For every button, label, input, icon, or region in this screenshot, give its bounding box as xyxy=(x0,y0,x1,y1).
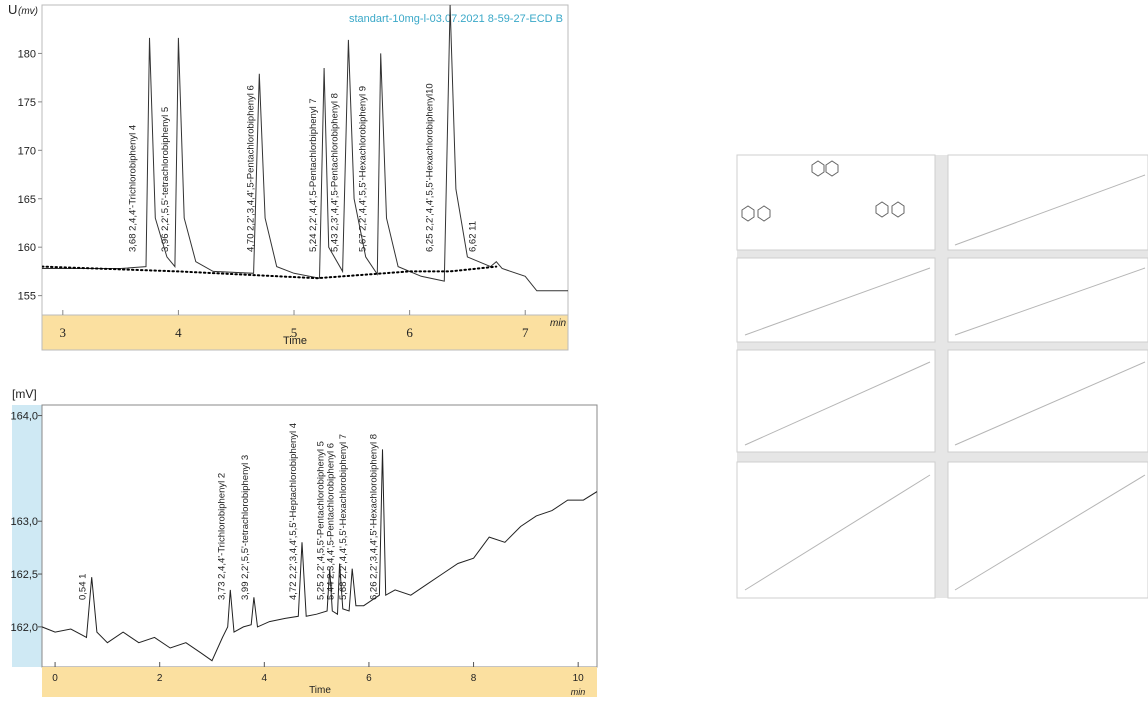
tile xyxy=(948,462,1148,598)
peak-label: 3,99 2,2',5,5'-tetrachlorobiphenyl 3 xyxy=(240,455,251,600)
y-axis-label: U xyxy=(8,2,17,17)
x-tick-label: 8 xyxy=(471,673,477,684)
peak-label: 6,25 2,2',4,4',5,5'-Hexachlorobiphenyl10 xyxy=(425,83,436,252)
y-tick-label: 155 xyxy=(18,291,36,303)
x-tick-label: 7 xyxy=(522,325,529,340)
y-tick-label: 160 xyxy=(18,242,36,254)
y-tick-label: 165 xyxy=(18,194,36,206)
peak-label: 0,54 1 xyxy=(78,574,89,600)
x-tick-label: 0 xyxy=(52,673,58,684)
peak-label: 5,43 2,3',4,4',5-Pentachlorobiphenyl 8 xyxy=(330,93,341,252)
x-tick-label: 6 xyxy=(406,325,413,340)
y-axis-unit: (mv) xyxy=(18,6,38,17)
x-tick-label: 6 xyxy=(366,673,372,684)
x-tick-label: 2 xyxy=(157,673,163,684)
peak-label: 3,68 2,4,4'-Trichlorobiphenyl 4 xyxy=(127,125,138,252)
y-tick-label: 162,5 xyxy=(10,569,38,581)
tile xyxy=(737,155,935,250)
page: {"chart_data":[ {"type":"line","title":"… xyxy=(0,0,1148,700)
chart1-frame xyxy=(42,5,568,350)
x-tick-label: 4 xyxy=(175,325,182,340)
tile xyxy=(948,350,1148,452)
tile xyxy=(948,258,1148,342)
peak-label: 5,68 2,2',4,4',5,5'-Hexachlorobiphenyl 7 xyxy=(338,434,349,600)
y-tick-label: 164,0 xyxy=(10,411,38,423)
figure: U (mv) standart-10mg-l-03.07.2021 8-59-2… xyxy=(0,0,1148,700)
y-tick-label: 175 xyxy=(18,97,36,109)
x-tick-label: 5 xyxy=(291,325,298,340)
y-tick-label: 170 xyxy=(18,145,36,157)
y-tick-label: 163,0 xyxy=(10,516,38,528)
peak-label: 3,73 2,4,4'-Trichlorobiphenyl 2 xyxy=(216,473,227,600)
peak-label: 5,24 2,2',4,4',5-Pentachlorbiphenyl 7 xyxy=(308,98,319,252)
peak-label: 3,96 2,2',5,5'-tetrachlorobiphenyl 5 xyxy=(160,107,171,252)
tile xyxy=(737,258,935,342)
peak-label: 6,62 11 xyxy=(467,221,478,252)
tile xyxy=(737,462,935,598)
x-axis-unit: min xyxy=(571,687,586,697)
chart-title: standart-10mg-l-03.07.2021 8-59-27-ECD B xyxy=(349,13,563,25)
y-tick-label: 180 xyxy=(18,48,36,60)
tile xyxy=(948,155,1148,250)
peak-label: 5,44 2,3,4,4',5-Pentachlorobiphenyl 6 xyxy=(326,443,337,600)
peak-label: 4,72 2,2',3,4,4',5,5'-Heptachlorobipheny… xyxy=(288,423,299,600)
tile xyxy=(737,350,935,452)
calibration-panel xyxy=(737,155,1148,598)
x-axis-unit: min xyxy=(550,318,567,329)
x-tick-label: 3 xyxy=(60,325,67,340)
peak-label: 6,26 2,2',3,4,4',5'-Hexachlorobiphenyl 8 xyxy=(369,434,380,600)
x-axis-label: Time xyxy=(309,685,331,696)
peak-label: 5,67 2,2',4,4',5,5'-Hexachlorobiphenyl 9 xyxy=(357,86,368,252)
x-tick-label: 10 xyxy=(573,673,585,684)
peak-label: 4,70 2,2',3,4,4',5-Pentachlorobiphenyl 6 xyxy=(245,85,256,252)
y-tick-label: 162,0 xyxy=(10,622,38,634)
y-axis-label: [mV] xyxy=(12,387,37,401)
x-tick-label: 4 xyxy=(262,673,268,684)
